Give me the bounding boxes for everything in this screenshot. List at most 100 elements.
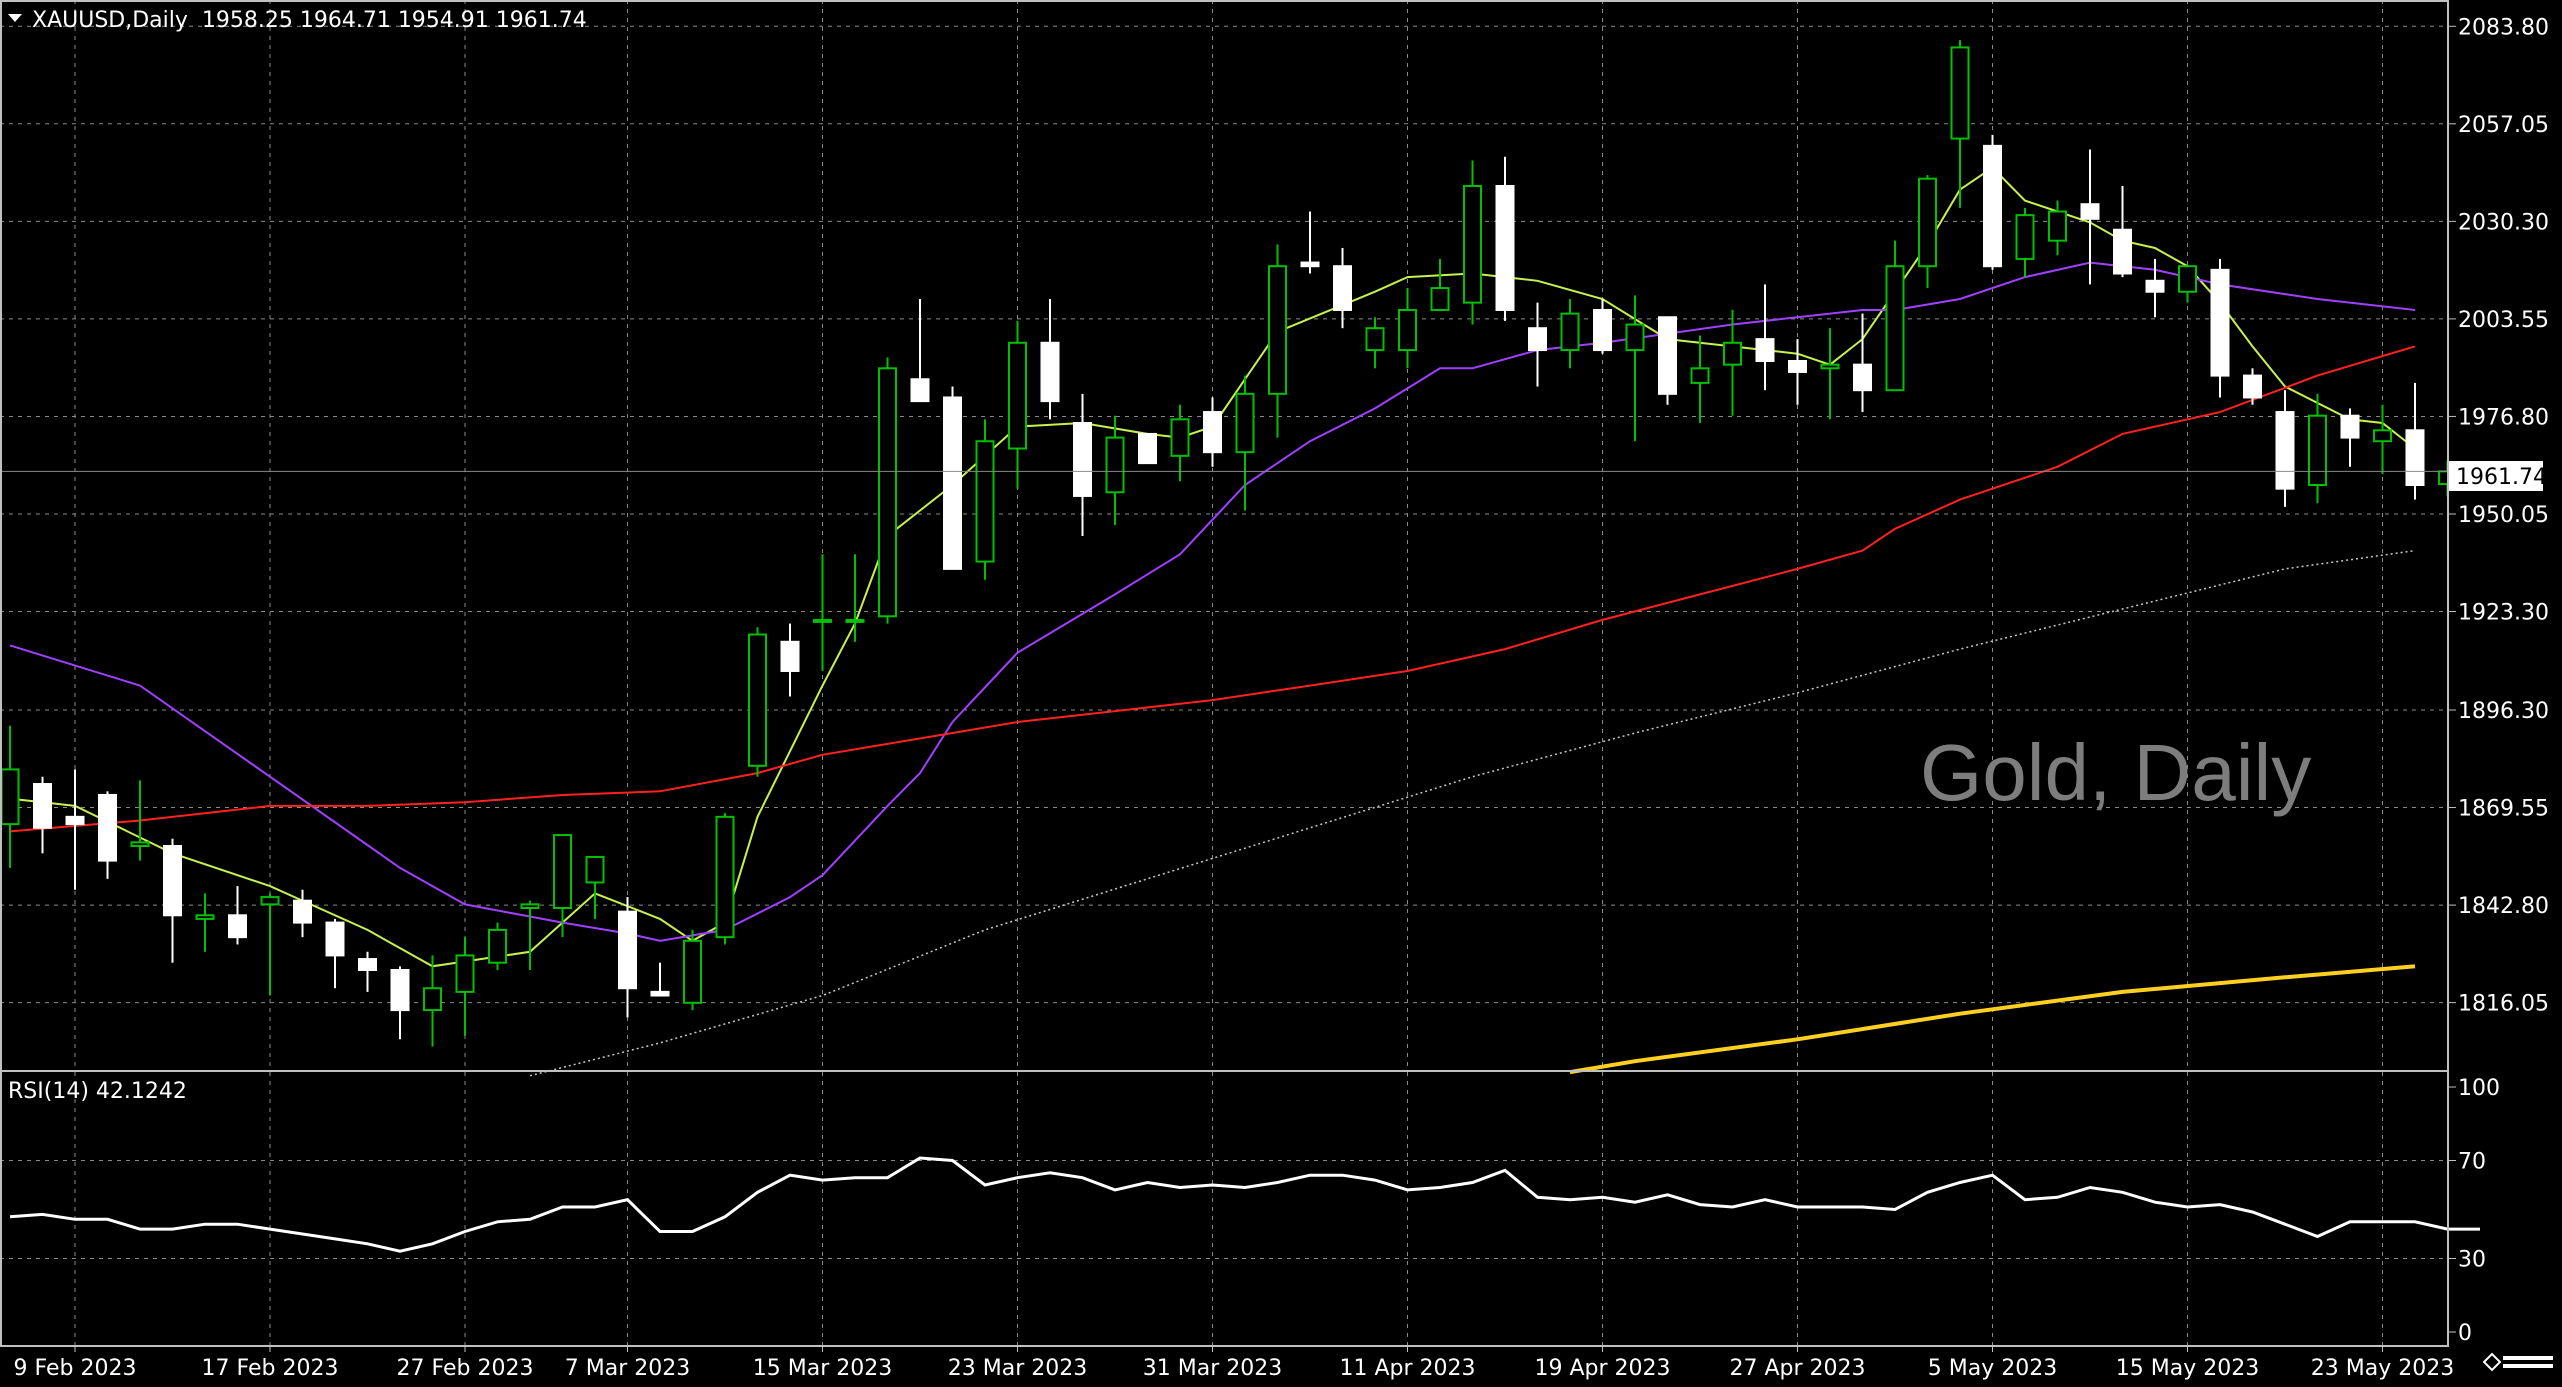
candle-body (1430, 287, 1450, 311)
time-axis[interactable]: 9 Feb 2023 17 Feb 2023 27 Feb 2023 7 Mar 20… (14, 1346, 2455, 1381)
candle-body (1073, 422, 1092, 497)
candle-body (1170, 418, 1190, 457)
candle-body (1235, 392, 1255, 454)
symbol-header: XAUUSD,Daily 1958.25 1964.71 1954.91 196… (32, 8, 587, 33)
bear-candle (1138, 432, 1157, 465)
bear-candle (293, 889, 312, 938)
time-tick-label: 9 Feb 2023 (14, 1356, 137, 1381)
time-tick-label: 15 Mar 2023 (753, 1356, 892, 1381)
moving-average-line (1569, 964, 2416, 1075)
time-tick-label: 17 Feb 2023 (202, 1356, 339, 1381)
candle-body (1138, 432, 1157, 465)
bull-candle (1625, 295, 1645, 442)
bull-candle (813, 554, 832, 671)
bull-candle (1723, 309, 1742, 416)
price-tick-label: 1923.30 (2458, 601, 2549, 626)
candle-body (1495, 184, 1515, 311)
bear-candle (1658, 316, 1677, 405)
candle-body (813, 618, 832, 623)
candle-body (0, 768, 20, 826)
bear-candle (98, 791, 117, 879)
candle-body (2113, 228, 2132, 275)
candle-body (293, 899, 312, 924)
candle-body (2015, 214, 2035, 260)
rsi-tick-label: 100 (2458, 1076, 2500, 1101)
bear-candle (325, 918, 345, 989)
candle-body (2405, 429, 2425, 486)
bear-candle (618, 897, 637, 1018)
bull-candle (683, 929, 702, 1011)
candle-body (780, 640, 800, 672)
bear-candle (1040, 299, 1060, 420)
price-tick-label: 2083.80 (2458, 15, 2549, 40)
candle-body (1040, 341, 1060, 403)
bull-candle (585, 855, 605, 919)
price-axis[interactable]: 2083.80 2057.05 2030.30 2003.55 1976.80 1950.… (2448, 15, 2549, 1017)
candle-body (390, 968, 410, 1012)
bull-candle (2048, 200, 2067, 256)
bull-candle (2308, 393, 2327, 504)
candle-body (228, 914, 247, 939)
candle-body (1755, 338, 1775, 363)
bear-candle (2210, 258, 2230, 398)
candle-body (1658, 316, 1677, 395)
candle-body (2145, 279, 2165, 293)
candle-body (2308, 414, 2327, 486)
candle-body (423, 987, 442, 1012)
price-tick-label: 1869.55 (2458, 797, 2549, 822)
candle-body (943, 396, 962, 570)
time-tick-label: 11 Apr 2023 (1339, 1356, 1475, 1381)
candle-body (1788, 360, 1807, 373)
bull-candle (1820, 328, 1840, 420)
bull-candle (1235, 375, 1255, 511)
candle-body (1690, 367, 1710, 384)
bear-candle (1593, 299, 1612, 354)
bear-candle (65, 769, 85, 890)
bull-candle (488, 922, 507, 970)
candle-body (618, 910, 637, 990)
rsi-line (9, 1156, 2480, 1253)
candle-body (1625, 323, 1645, 352)
bear-candle (358, 951, 377, 992)
candle-body (1853, 363, 1872, 392)
candle-body (98, 793, 117, 862)
candle-body (650, 990, 670, 997)
bear-candle (163, 838, 182, 963)
candle-body (585, 855, 605, 884)
candle-body (2275, 411, 2295, 490)
bear-candle (650, 962, 670, 997)
candle-body (1820, 363, 1840, 370)
candle-body (1008, 341, 1027, 450)
price-tick-label: 1842.80 (2458, 894, 2549, 919)
bear-candle (1528, 302, 1547, 387)
bull-candle (1105, 415, 1125, 526)
bull-candle (2015, 207, 2035, 278)
bull-candle (1365, 317, 1385, 369)
candle-body (1463, 184, 1482, 304)
rsi-tick-label: 0 (2458, 1321, 2472, 1346)
bear-candle (228, 886, 247, 945)
candle-body (358, 958, 377, 971)
price-tick-label: 2030.30 (2458, 210, 2549, 235)
time-tick-label: 27 Apr 2023 (1729, 1356, 1865, 1381)
candle-body (2243, 374, 2262, 399)
candle-body (910, 378, 930, 403)
candle-body (845, 618, 865, 623)
bull-candle (1398, 288, 1417, 369)
candle-body (1723, 341, 1742, 366)
candle-body (1983, 144, 2002, 268)
candle-body (878, 367, 897, 618)
logo-icon (2482, 1352, 2553, 1372)
bull-candle (1885, 240, 1905, 392)
rsi-tick-label: 30 (2458, 1248, 2486, 1273)
price-tick-label: 1816.05 (2458, 992, 2549, 1017)
bear-candle (1983, 134, 2002, 270)
symbol-dropdown-icon[interactable] (8, 14, 22, 22)
candle-body (1333, 265, 1352, 311)
rsi-axis[interactable]: 100 70 30 0 (2448, 1076, 2500, 1346)
bear-candle (2145, 258, 2165, 318)
watermark-text: Gold, Daily (1920, 728, 2311, 817)
bear-candle (1300, 211, 1320, 274)
